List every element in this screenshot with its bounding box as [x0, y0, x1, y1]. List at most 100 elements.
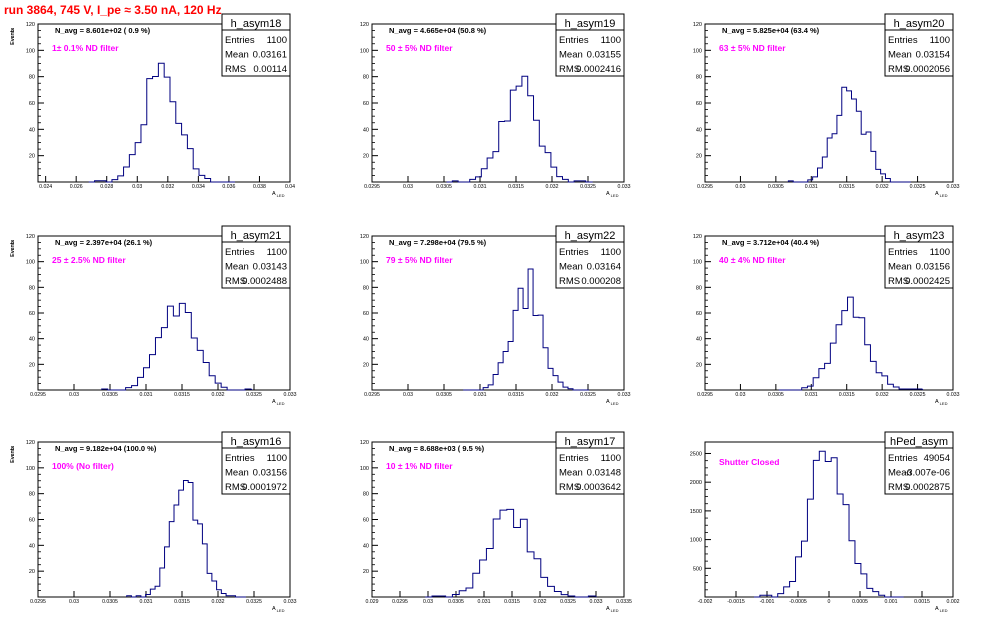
stats-box: h_asym16 Entries 1100 Mean 0.03156 RMS0.00019… — [221, 431, 291, 495]
y-tick-label: 100 — [26, 48, 35, 54]
histogram-name: h_asym19 — [565, 18, 616, 30]
y-tick-label: 40 — [696, 127, 702, 133]
x-tick-label: 0.024 — [39, 184, 52, 190]
histogram-line — [446, 75, 593, 183]
stats-box-frame — [221, 13, 291, 77]
stats-label-rms: RMS — [888, 482, 909, 493]
y-tick-label: 40 — [29, 543, 35, 549]
n-avg-label: N_avg = 4.665e+04 (50.8 %) — [389, 26, 487, 35]
stats-value-mean: 0.03155 — [587, 50, 621, 61]
histogram-name: hPed_asym — [890, 436, 948, 448]
stats-value-mean: 0.03148 — [587, 468, 621, 479]
stats-label-rms: RMS — [225, 64, 246, 75]
filter-label: 10 ± 1% ND filter — [386, 461, 453, 471]
histogram-line — [126, 480, 246, 598]
y-tick-label: 100 — [360, 466, 369, 472]
x-tick-label: 0.032 — [876, 392, 889, 398]
x-tick-label: 0.0315 — [508, 184, 524, 190]
x-tick-label: 0.032 — [546, 392, 559, 398]
histogram-line — [753, 450, 904, 598]
x-tick-label: 0.033 — [947, 184, 960, 190]
x-tick-label: 0.0315 — [174, 392, 190, 398]
x-tick-label: 0.032 — [161, 184, 174, 190]
stats-box-frame — [555, 13, 625, 77]
x-tick-label: 0.032 — [212, 392, 225, 398]
stats-box: h_asym23 Entries 1100 Mean 0.03156 RMS0.00024… — [884, 225, 954, 289]
x-axis-title: ALED — [272, 399, 285, 406]
y-tick-label: 60 — [363, 101, 369, 107]
x-tick-label: -0.0005 — [789, 599, 807, 605]
y-axis-title: Events — [10, 446, 16, 463]
x-tick-label: 0.0295 — [697, 392, 713, 398]
y-tick-label: 40 — [696, 337, 702, 343]
x-tick-label: 0.03 — [423, 599, 433, 605]
x-tick-label: 0.033 — [590, 599, 603, 605]
stats-label-rms: RMS — [888, 64, 909, 75]
stats-value-rms: 0.000208 — [581, 276, 621, 287]
histogram-line — [425, 508, 597, 598]
x-tick-label: 0.0335 — [616, 599, 632, 605]
stats-label-rms: RMS — [559, 482, 580, 493]
stats-value-mean: 0.03156 — [253, 468, 287, 479]
y-tick-label: 40 — [363, 337, 369, 343]
x-axis-title: ALED — [272, 191, 285, 198]
stats-label-mean: Mean — [225, 50, 249, 61]
stats-box: h_asym22 Entries 1100 Mean 0.03164 RMS 0.00020… — [555, 225, 625, 289]
stats-box: hPed_asym Entries 49054 Mean-3.007e-06 RMS0.… — [884, 431, 954, 495]
stats-label-mean: Mean — [559, 50, 583, 61]
y-tick-label: 60 — [363, 311, 369, 317]
y-tick-label: 120 — [360, 22, 369, 28]
y-tick-label: 100 — [26, 466, 35, 472]
y-tick-label: 100 — [360, 48, 369, 54]
x-tick-label: 0.0305 — [768, 392, 784, 398]
x-tick-label: 0.03 — [403, 392, 413, 398]
stats-value-entries: 1100 — [267, 247, 287, 258]
stats-box-frame — [555, 431, 625, 495]
x-tick-label: 0.031 — [140, 392, 153, 398]
histogram-name: h_asym22 — [565, 230, 616, 242]
stats-label-entries: Entries — [559, 35, 589, 46]
x-tick-label: 0.0305 — [436, 392, 452, 398]
histogram-name: h_asym17 — [565, 436, 616, 448]
stats-label-mean: Mean — [225, 262, 249, 273]
filter-label: 63 ± 5% ND filter — [719, 43, 786, 53]
stats-label-entries: Entries — [559, 247, 589, 258]
stats-label-entries: Entries — [225, 247, 255, 258]
stats-value-rms: 0.0003642 — [576, 482, 621, 493]
y-axis-title: Events — [10, 240, 16, 257]
y-axis-title: Events — [10, 446, 16, 463]
y-tick-label: 80 — [29, 75, 35, 81]
x-tick-label: 0.038 — [253, 184, 266, 190]
histogram-line — [101, 302, 253, 391]
histogram-panel-h_asym21: 20 40 60 80 100 120 0.0295 0.03 0.0305 0.031 0.031… — [10, 225, 297, 406]
stats-box-frame — [884, 225, 954, 289]
n-avg-label: N_avg = 3.712e+04 (40.4 %) — [722, 238, 820, 247]
x-tick-label: 0.0325 — [246, 392, 262, 398]
y-tick-label: 40 — [29, 337, 35, 343]
x-tick-label: 0.0325 — [560, 599, 576, 605]
y-tick-label: 2000 — [690, 480, 702, 486]
stats-label-mean: Mean — [888, 50, 912, 61]
y-tick-label: 40 — [363, 543, 369, 549]
x-axis-title: ALED — [606, 191, 619, 198]
n-avg-label: N_avg = 9.182e+04 (100.0 %) — [55, 444, 157, 453]
x-tick-label: 0.029 — [366, 599, 379, 605]
stats-box-frame — [221, 431, 291, 495]
stats-value-mean: 0.03164 — [587, 262, 621, 273]
x-tick-label: 0.0315 — [839, 184, 855, 190]
x-tick-label: 0.032 — [212, 599, 225, 605]
x-tick-label: 0.033 — [618, 184, 631, 190]
stats-box-frame — [221, 225, 291, 289]
x-tick-label: 0.0315 — [508, 392, 524, 398]
y-tick-label: 20 — [363, 154, 369, 160]
x-tick-label: 0.0325 — [580, 392, 596, 398]
y-tick-label: 20 — [29, 154, 35, 160]
y-tick-label: 80 — [29, 285, 35, 291]
y-tick-label: 120 — [26, 440, 35, 446]
x-tick-label: 0.0295 — [392, 599, 408, 605]
x-tick-label: 0.0295 — [364, 392, 380, 398]
stats-value-rms: 0.0001972 — [242, 482, 287, 493]
